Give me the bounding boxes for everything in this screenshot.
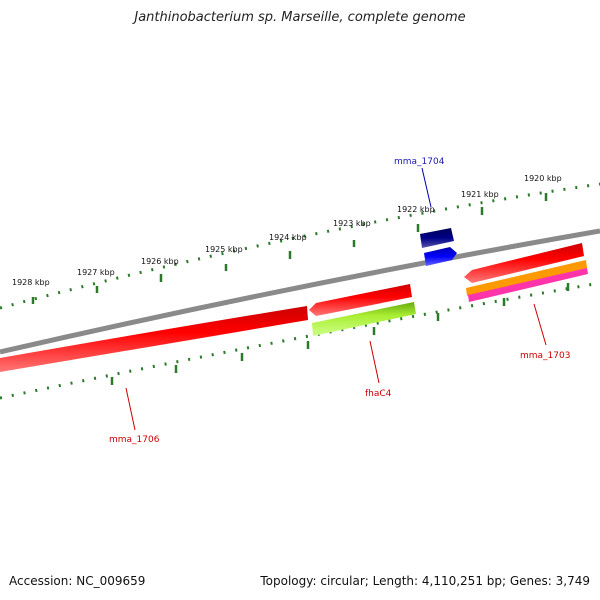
map-title: Janthinobacterium sp. Marseille, complet…: [134, 10, 466, 25]
gene-mma-1704-navy[interactable]: [420, 228, 454, 248]
leader-fhac4: [369, 340, 380, 384]
genome-summary-text: Topology: circular; Length: 4,110,251 bp…: [260, 574, 590, 588]
accession-text: Accession: NC_009659: [9, 574, 146, 588]
gene-green-bar[interactable]: [312, 302, 416, 336]
gene-magenta-bar[interactable]: [468, 268, 588, 302]
gene-mma-1706[interactable]: [0, 306, 308, 372]
tick-label: 1921 kbp: [461, 190, 499, 199]
gene-mma-1703[interactable]: [464, 243, 584, 283]
leader-mma-1703: [533, 303, 547, 346]
leader-mma-1704: [421, 167, 432, 208]
tick-label: 1926 kbp: [141, 257, 179, 266]
tick-label: 1924 kbp: [269, 233, 307, 242]
tick-label: 1923 kbp: [333, 219, 371, 228]
inner-tick-ring: [0, 281, 600, 400]
gene-mma-1704-blue[interactable]: [424, 247, 457, 266]
gene-fhac4[interactable]: [309, 284, 412, 316]
inner-major-ticks: [110, 283, 570, 385]
genome-backbone: [0, 228, 600, 355]
tick-label: 1927 kbp: [77, 268, 115, 277]
tick-label: 1928 kbp: [12, 278, 50, 287]
gene-label-fhac4[interactable]: fhaC4: [365, 389, 392, 399]
tick-label: 1922 kbp: [397, 205, 435, 214]
gene-label-mma-1706[interactable]: mma_1706: [109, 435, 160, 445]
gene-label-mma-1704[interactable]: mma_1704: [394, 157, 445, 167]
outer-major-ticks: [31, 193, 548, 304]
tick-labels: 1928 kbp 1927 kbp 1926 kbp 1925 kbp 1924…: [12, 174, 562, 287]
gene-label-mma-1703[interactable]: mma_1703: [520, 351, 570, 361]
leader-mma-1706: [125, 387, 136, 431]
tick-label: 1925 kbp: [205, 245, 243, 254]
tick-label: 1920 kbp: [524, 174, 562, 183]
gene-orange-bar[interactable]: [466, 260, 587, 296]
